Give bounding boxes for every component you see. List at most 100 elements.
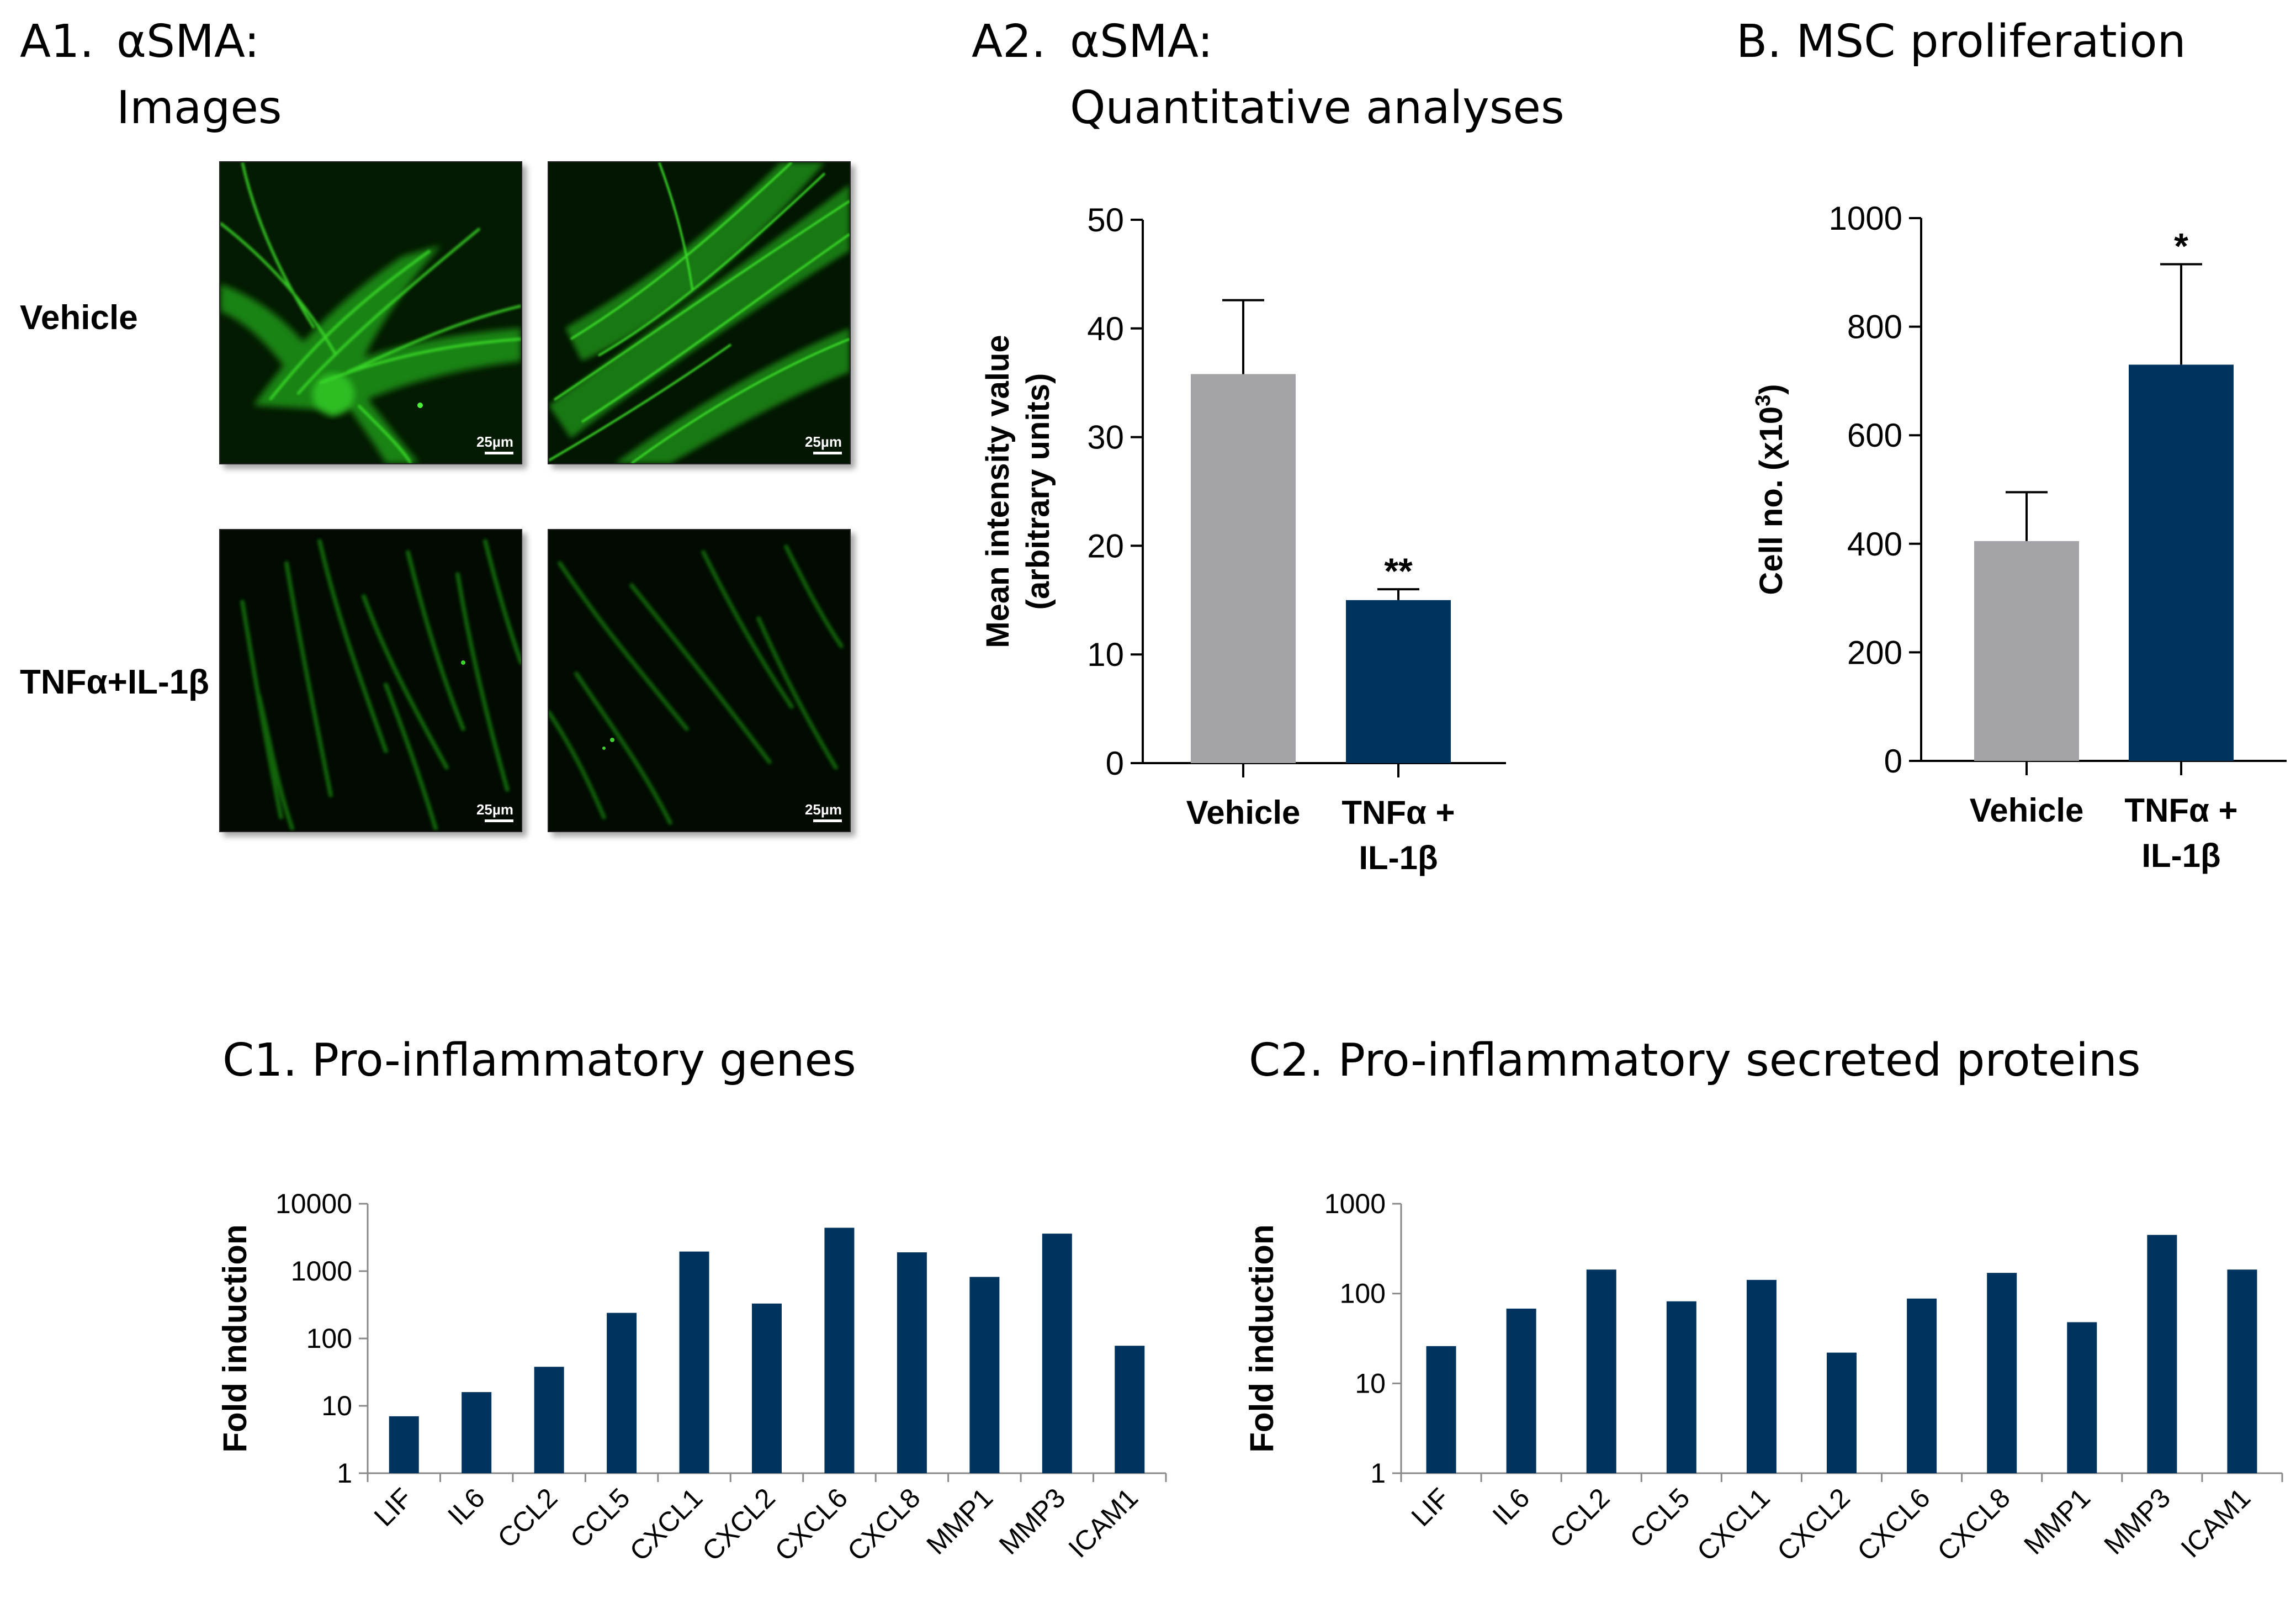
panel-b-title-text: MSC proliferation (1796, 15, 2186, 68)
x-category-label: IL6 (1487, 1482, 1536, 1531)
significance-marker: * (2174, 226, 2188, 267)
y-tick-label: 0 (1884, 743, 1902, 780)
panel-a2-title: A2. αSMA: (972, 19, 1213, 65)
y-tick-label: 1000 (291, 1256, 352, 1287)
y-tick-label: 10 (1087, 636, 1124, 673)
scale-bar: 25µm (805, 433, 842, 454)
x-category-label: MMP1 (2018, 1482, 2096, 1560)
x-category-label: CXCL1 (624, 1482, 709, 1567)
y-tick-label: 1000 (1829, 200, 1902, 237)
panel-c1-label: C1. (222, 1034, 298, 1087)
x-category-label: Vehicle (1186, 794, 1301, 831)
y-tick-label: 10000 (275, 1188, 352, 1219)
y-tick-label: 10 (1355, 1368, 1386, 1399)
micrograph-treated-1: 25µm (219, 529, 522, 832)
x-category-label: CCL5 (1624, 1482, 1696, 1554)
bar (2147, 1235, 2177, 1473)
panel-c2-title: C2. Pro-inflammatory secreted proteins (1249, 1038, 2141, 1083)
bar (824, 1227, 855, 1473)
x-category-label: CXCL6 (769, 1482, 854, 1567)
bar (897, 1252, 927, 1473)
panel-a1-subtitle: Images (116, 82, 282, 134)
bar (1666, 1301, 1696, 1473)
x-category-label: IL6 (442, 1482, 491, 1531)
micrograph-vehicle-2: 25µm (548, 161, 851, 464)
bar (1191, 374, 1296, 763)
y-tick-label: 800 (1847, 309, 1902, 346)
bar (1827, 1352, 1857, 1473)
x-category-label: CXCL1 (1691, 1482, 1776, 1567)
panel-c2-label: C2. (1249, 1034, 1324, 1087)
y-tick-label: 30 (1087, 419, 1124, 456)
bar (1987, 1273, 2017, 1473)
x-category-label: IL-1β (1359, 839, 1438, 876)
x-category-label: ICAM1 (2175, 1482, 2257, 1564)
x-category-label: MMP1 (920, 1482, 999, 1560)
panel-a2-label: A2. (972, 15, 1046, 68)
bar (752, 1303, 782, 1473)
y-tick-label: 1 (1370, 1458, 1386, 1489)
panel-a1-title-line1: αSMA: (116, 15, 260, 68)
panel-a2-title-line1: αSMA: (1070, 15, 1213, 68)
x-category-label: CCL2 (491, 1482, 563, 1554)
y-axis-label: Mean intensity value (980, 335, 1016, 648)
x-category-label: CXCL2 (1771, 1482, 1856, 1567)
bar (389, 1416, 419, 1473)
y-tick-label: 50 (1087, 202, 1124, 239)
x-category-label: IL-1β (2141, 837, 2220, 874)
panel-b-label: B. (1736, 15, 1782, 68)
bar (1907, 1298, 1937, 1473)
bar (462, 1392, 492, 1473)
x-category-label: CXCL2 (696, 1482, 781, 1567)
chart-c2-svg: 1 10 100 1000 LIF IL6 CCL2 CCL5CXCL1CXCL2CXCL6C… (1243, 1188, 2283, 1567)
x-category-label: LIF (1406, 1482, 1456, 1532)
scale-bar: 25µm (476, 433, 513, 454)
chart-b-svg: 0 200 400 600 800 1000 Vehicle * TNFα + IL-1β Cell… (1752, 200, 2287, 874)
row-label-treated: TNFα+IL-1β (20, 663, 209, 701)
bar (679, 1251, 709, 1473)
bar (2227, 1269, 2257, 1473)
x-category-label: MMP3 (2098, 1482, 2176, 1560)
bar (1042, 1234, 1072, 1473)
y-axis-label: (arbitrary units) (1020, 373, 1056, 610)
bar (2129, 364, 2234, 761)
x-category-label: MMP3 (993, 1482, 1072, 1560)
bar (1506, 1308, 1536, 1473)
scale-bar: 25µm (476, 801, 513, 822)
x-category-label: LIF (368, 1482, 418, 1532)
y-tick-label: 100 (306, 1323, 352, 1354)
y-tick-label: 1 (337, 1458, 352, 1489)
micrograph-vehicle-1: 25µm (219, 161, 522, 464)
panel-c2-title-text: Pro-inflammatory secreted proteins (1338, 1034, 2141, 1087)
x-category-label: ICAM1 (1062, 1482, 1144, 1564)
panel-c1-title: C1. Pro-inflammatory genes (222, 1038, 856, 1083)
significance-marker: ** (1384, 551, 1413, 591)
x-category-label: Vehicle (1970, 792, 2084, 829)
panel-a2-subtitle: Quantitative analyses (1070, 82, 1565, 134)
x-category-label: TNFα + (2124, 792, 2237, 829)
bar (534, 1367, 564, 1473)
panel-a1-label: A1. (20, 15, 94, 68)
bar (1586, 1269, 1616, 1473)
y-axis-label: Cell no. (x103) (1752, 384, 1789, 595)
panel-a1-title: A1. αSMA: (20, 19, 259, 65)
panel-b-title: B. MSC proliferation (1736, 19, 2186, 65)
y-tick-label: 200 (1847, 634, 1902, 671)
bar (969, 1277, 1000, 1473)
y-tick-label: 40 (1087, 310, 1124, 347)
y-tick-label: 10 (321, 1390, 352, 1421)
y-tick-label: 20 (1087, 527, 1124, 564)
row-label-vehicle: Vehicle (20, 299, 138, 337)
y-tick-label: 400 (1847, 526, 1902, 563)
bar (1426, 1346, 1456, 1473)
y-tick-label: 600 (1847, 417, 1902, 454)
y-axis-label: Fold induction (1243, 1224, 1280, 1452)
x-category-label: CXCL8 (841, 1482, 926, 1567)
x-category-label: TNFα + (1341, 794, 1455, 831)
bar (1115, 1346, 1145, 1473)
y-tick-label: 100 (1340, 1278, 1386, 1309)
x-category-label: CXCL6 (1851, 1482, 1936, 1567)
bar (1346, 600, 1451, 763)
bar (607, 1313, 637, 1473)
